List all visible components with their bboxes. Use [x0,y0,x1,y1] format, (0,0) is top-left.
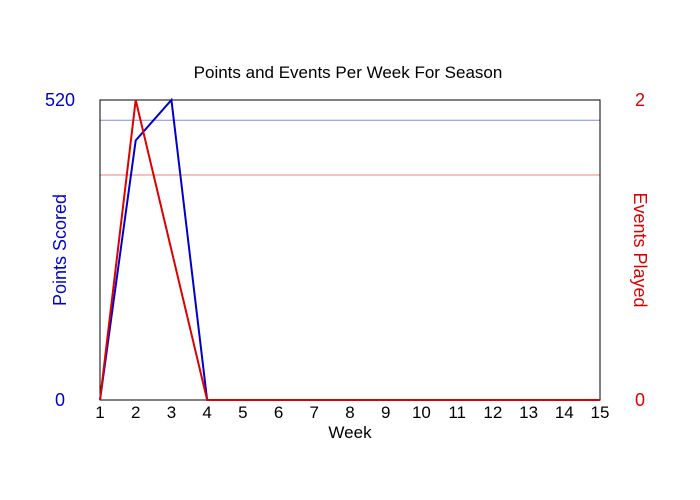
y-right-axis-label: Events Played [630,192,650,307]
series-line-points-scored [99,97,600,401]
y-right-tick-min: 0 [635,390,645,410]
x-axis-label: Week [328,423,372,442]
y-left-tick-min: 0 [55,390,65,410]
x-tick-label: 15 [591,403,610,422]
x-tick-label: 8 [345,403,354,422]
series-lines [99,97,600,401]
x-tick-label: 1 [95,403,104,422]
x-tick-label: 11 [448,403,466,422]
x-tick-label: 14 [555,403,574,422]
x-tick-labels: 1 2 3 4 5 6 7 8 9 10 11 12 13 14 15 [95,403,609,422]
plot-area-frame [99,99,601,401]
x-tick-label: 4 [202,403,211,422]
y-right-tick-max: 2 [635,90,645,110]
series-line-events-played [99,99,600,401]
x-tick-label: 13 [519,403,538,422]
reference-lines [100,119,600,176]
x-tick-label: 3 [167,403,176,422]
x-tick-label: 10 [412,403,431,422]
x-tick-label: 2 [131,403,140,422]
x-tick-label: 5 [238,403,247,422]
chart-title: Points and Events Per Week For Season [194,63,503,82]
x-tick-label: 6 [274,403,283,422]
x-tick-label: 9 [381,403,390,422]
x-tick-label: 12 [483,403,502,422]
y-left-axis-label: Points Scored [50,194,70,306]
y-left-tick-max: 520 [45,90,75,110]
x-tick-label: 7 [310,403,319,422]
